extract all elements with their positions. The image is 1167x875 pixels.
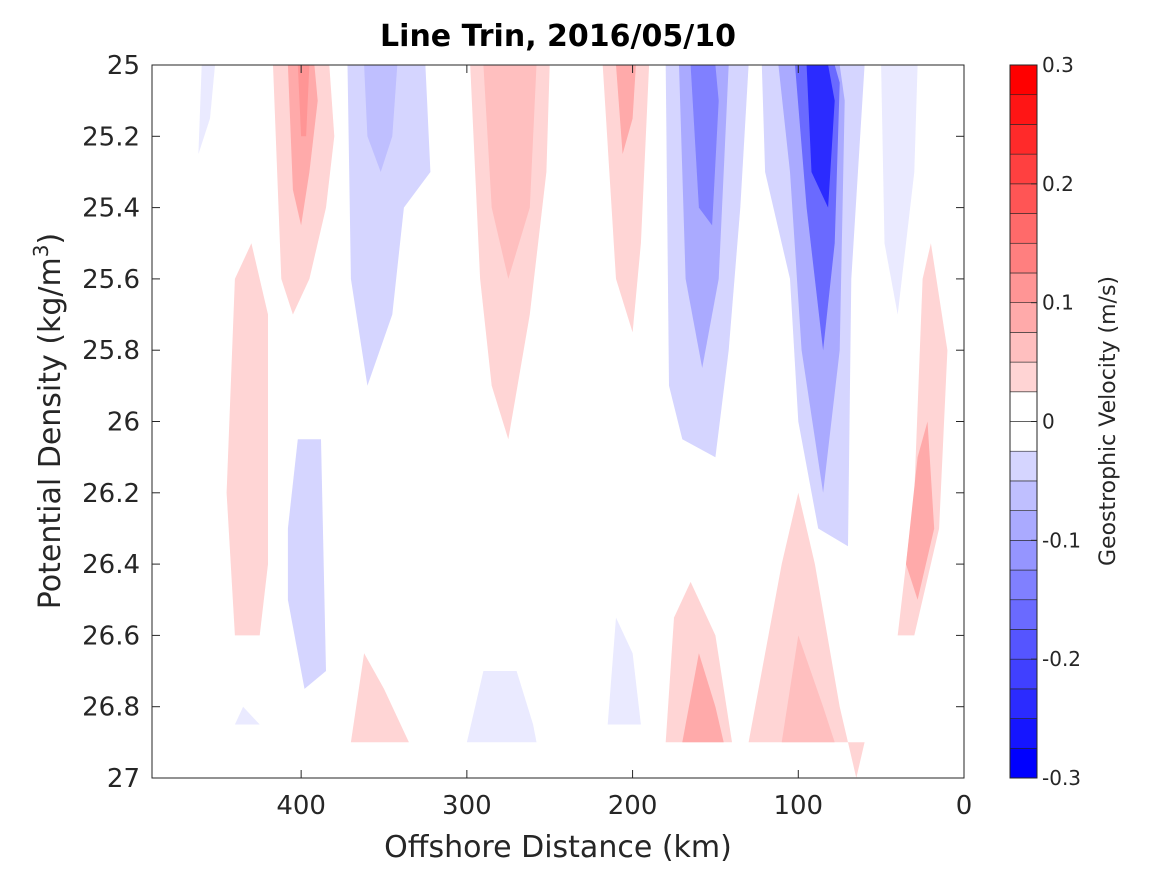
colorbar-tick-label: 0.3 [1042, 53, 1074, 77]
y-tick-label: 25.4 [82, 194, 140, 224]
y-tick-label: 25.6 [82, 265, 140, 295]
colorbar-level [1009, 242, 1038, 274]
colorbar-level [1009, 688, 1038, 719]
colorbar-level [1009, 361, 1038, 393]
colorbar-level [1009, 183, 1038, 214]
y-tick-label: 26 [107, 408, 140, 438]
y-tick-label: 26.4 [82, 550, 140, 580]
y-axis-title-superscript: 3 [29, 244, 53, 257]
colorbar-level [1009, 94, 1038, 125]
region-red-30-410-peak [297, 65, 310, 137]
colorbar-level [1009, 64, 1038, 96]
region-red-30-410-core [287, 65, 318, 226]
x-tick-label: 0 [956, 791, 973, 821]
region-blue-395-deep [287, 439, 326, 689]
colorbar-tick-label: 0 [1042, 410, 1055, 434]
region-blue-280-deep [466, 671, 537, 743]
colorbar-level [1009, 450, 1038, 482]
colorbar: 0.3 0.2 0.1 0 -0.1 -0.2 -0.3 [1009, 53, 1081, 790]
region-blue-faint-top [198, 65, 215, 155]
region-blue-40 [881, 65, 918, 315]
y-tick-label: 25.8 [82, 336, 140, 366]
colorbar-level [1009, 302, 1038, 333]
colorbar-level [1009, 540, 1038, 571]
region-red-30-280-core [483, 65, 537, 279]
region-red-440 [226, 243, 268, 636]
region-red-30-210-core [616, 65, 636, 155]
colorbar-tick-label: -0.2 [1042, 647, 1081, 671]
colorbar-tick-label: -0.1 [1042, 528, 1081, 552]
colorbar-level [1009, 510, 1038, 541]
region-blue-85-core [806, 65, 835, 208]
y-tick-label: 27 [107, 764, 140, 794]
region-red-355-deep [350, 653, 409, 743]
y-axis-title-close: ) [33, 233, 68, 245]
region-red-20-core [906, 421, 935, 600]
y-tick-label: 26.2 [82, 479, 140, 509]
colorbar-level [1009, 153, 1038, 185]
colorbar-level [1009, 391, 1038, 422]
y-tick-label: 25 [107, 51, 140, 81]
colorbar-tick-label: -0.3 [1042, 766, 1081, 790]
region-blue-170-core [690, 65, 719, 226]
region-red-100-deep-core [781, 635, 835, 743]
x-tick-label: 100 [773, 791, 823, 821]
colorbar-tick-label: 0.1 [1042, 291, 1074, 315]
y-axis-title-main: Potential Density (kg/m [33, 257, 68, 609]
x-axis-title: Offshore Distance (km) [384, 830, 732, 865]
region-blue-430-small [234, 706, 260, 725]
colorbar-level [1009, 747, 1038, 779]
colorbar-level [1009, 213, 1038, 244]
colorbar-level [1009, 718, 1038, 749]
region-red-160-deep-core [682, 653, 724, 743]
region-blue-205-deep [607, 617, 641, 725]
colorbar-level [1009, 272, 1038, 303]
colorbar-level [1009, 569, 1038, 601]
x-axis-ticks: 400 300 200 100 0 [276, 65, 972, 821]
colorbar-level [1009, 332, 1038, 363]
plot-area: 400 300 200 100 0 25 25.2 25.4 25.6 25.8 26 26.2 26… [82, 51, 972, 821]
colorbar-title: Geostrophic Velocity (m/s) [1096, 276, 1121, 566]
region-blue-30-355-core [364, 65, 398, 172]
colorbar-level [1009, 480, 1038, 511]
region-blue-30-355 [347, 65, 431, 386]
colorbar-level [1009, 658, 1038, 690]
y-tick-label: 26.6 [82, 621, 140, 651]
region-red-30-210 [602, 65, 650, 333]
colorbar-tick-label: 0.2 [1042, 172, 1074, 196]
colorbar-level [1009, 421, 1038, 452]
colorbar-level [1009, 124, 1038, 155]
y-axis-title: Potential Density (kg/m3) [29, 233, 68, 609]
x-tick-label: 300 [442, 791, 492, 821]
x-tick-label: 200 [608, 791, 658, 821]
colorbar-levels [1009, 64, 1038, 779]
chart-title: Line Trin, 2016/05/10 [380, 19, 736, 54]
x-tick-label: 400 [276, 791, 326, 821]
colorbar-ticks: 0.3 0.2 0.1 0 -0.1 -0.2 -0.3 [1031, 53, 1081, 790]
contour-fills [198, 65, 948, 778]
colorbar-level [1009, 629, 1038, 660]
region-red-100-deep [748, 492, 865, 778]
y-tick-label: 25.2 [82, 122, 140, 152]
colorbar-level [1009, 599, 1038, 630]
y-tick-label: 26.8 [82, 693, 140, 723]
y-axis-ticks: 25 25.2 25.4 25.6 25.8 26 26.2 26.4 26.6 26.8 27 [82, 51, 964, 794]
